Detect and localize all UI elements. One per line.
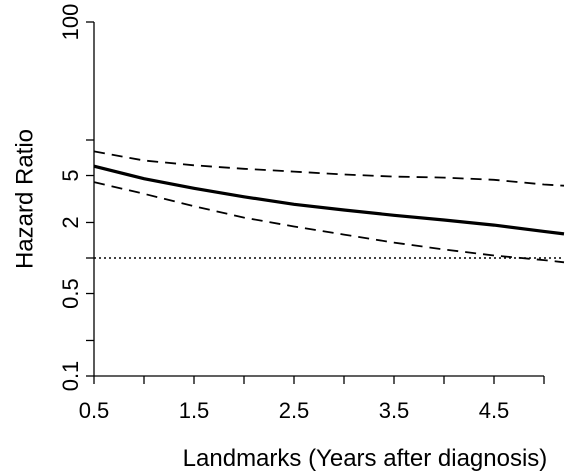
x-tick-label: 4.5 <box>479 398 510 423</box>
confidence-line <box>93 150 565 187</box>
x-ticks: 0.5 1.5 2.5 3.5 4.5 <box>79 376 545 423</box>
y-axis-title: Hazard Ratio <box>11 129 38 269</box>
y-tick-label: 0.5 <box>58 278 83 309</box>
x-tick-label: 0.5 <box>79 398 110 423</box>
y-tick-label: 5 <box>58 169 83 181</box>
plot-lines <box>93 150 565 264</box>
y-tick-label: 0.1 <box>58 361 83 392</box>
x-tick-label: 3.5 <box>379 398 410 423</box>
axes: 0.1 0.5 2 5 100 0.5 1.5 2.5 3.5 4.5 <box>58 4 545 423</box>
estimate-line <box>93 164 565 236</box>
x-tick-label: 1.5 <box>179 398 210 423</box>
x-tick-label: 2.5 <box>279 398 310 423</box>
y-ticks: 0.1 0.5 2 5 100 <box>58 4 94 392</box>
y-tick-label: 2 <box>58 216 83 228</box>
confidence-line <box>93 181 565 264</box>
x-axis-title: Landmarks (Years after diagnosis) <box>183 445 548 472</box>
y-tick-label: 100 <box>58 4 83 41</box>
